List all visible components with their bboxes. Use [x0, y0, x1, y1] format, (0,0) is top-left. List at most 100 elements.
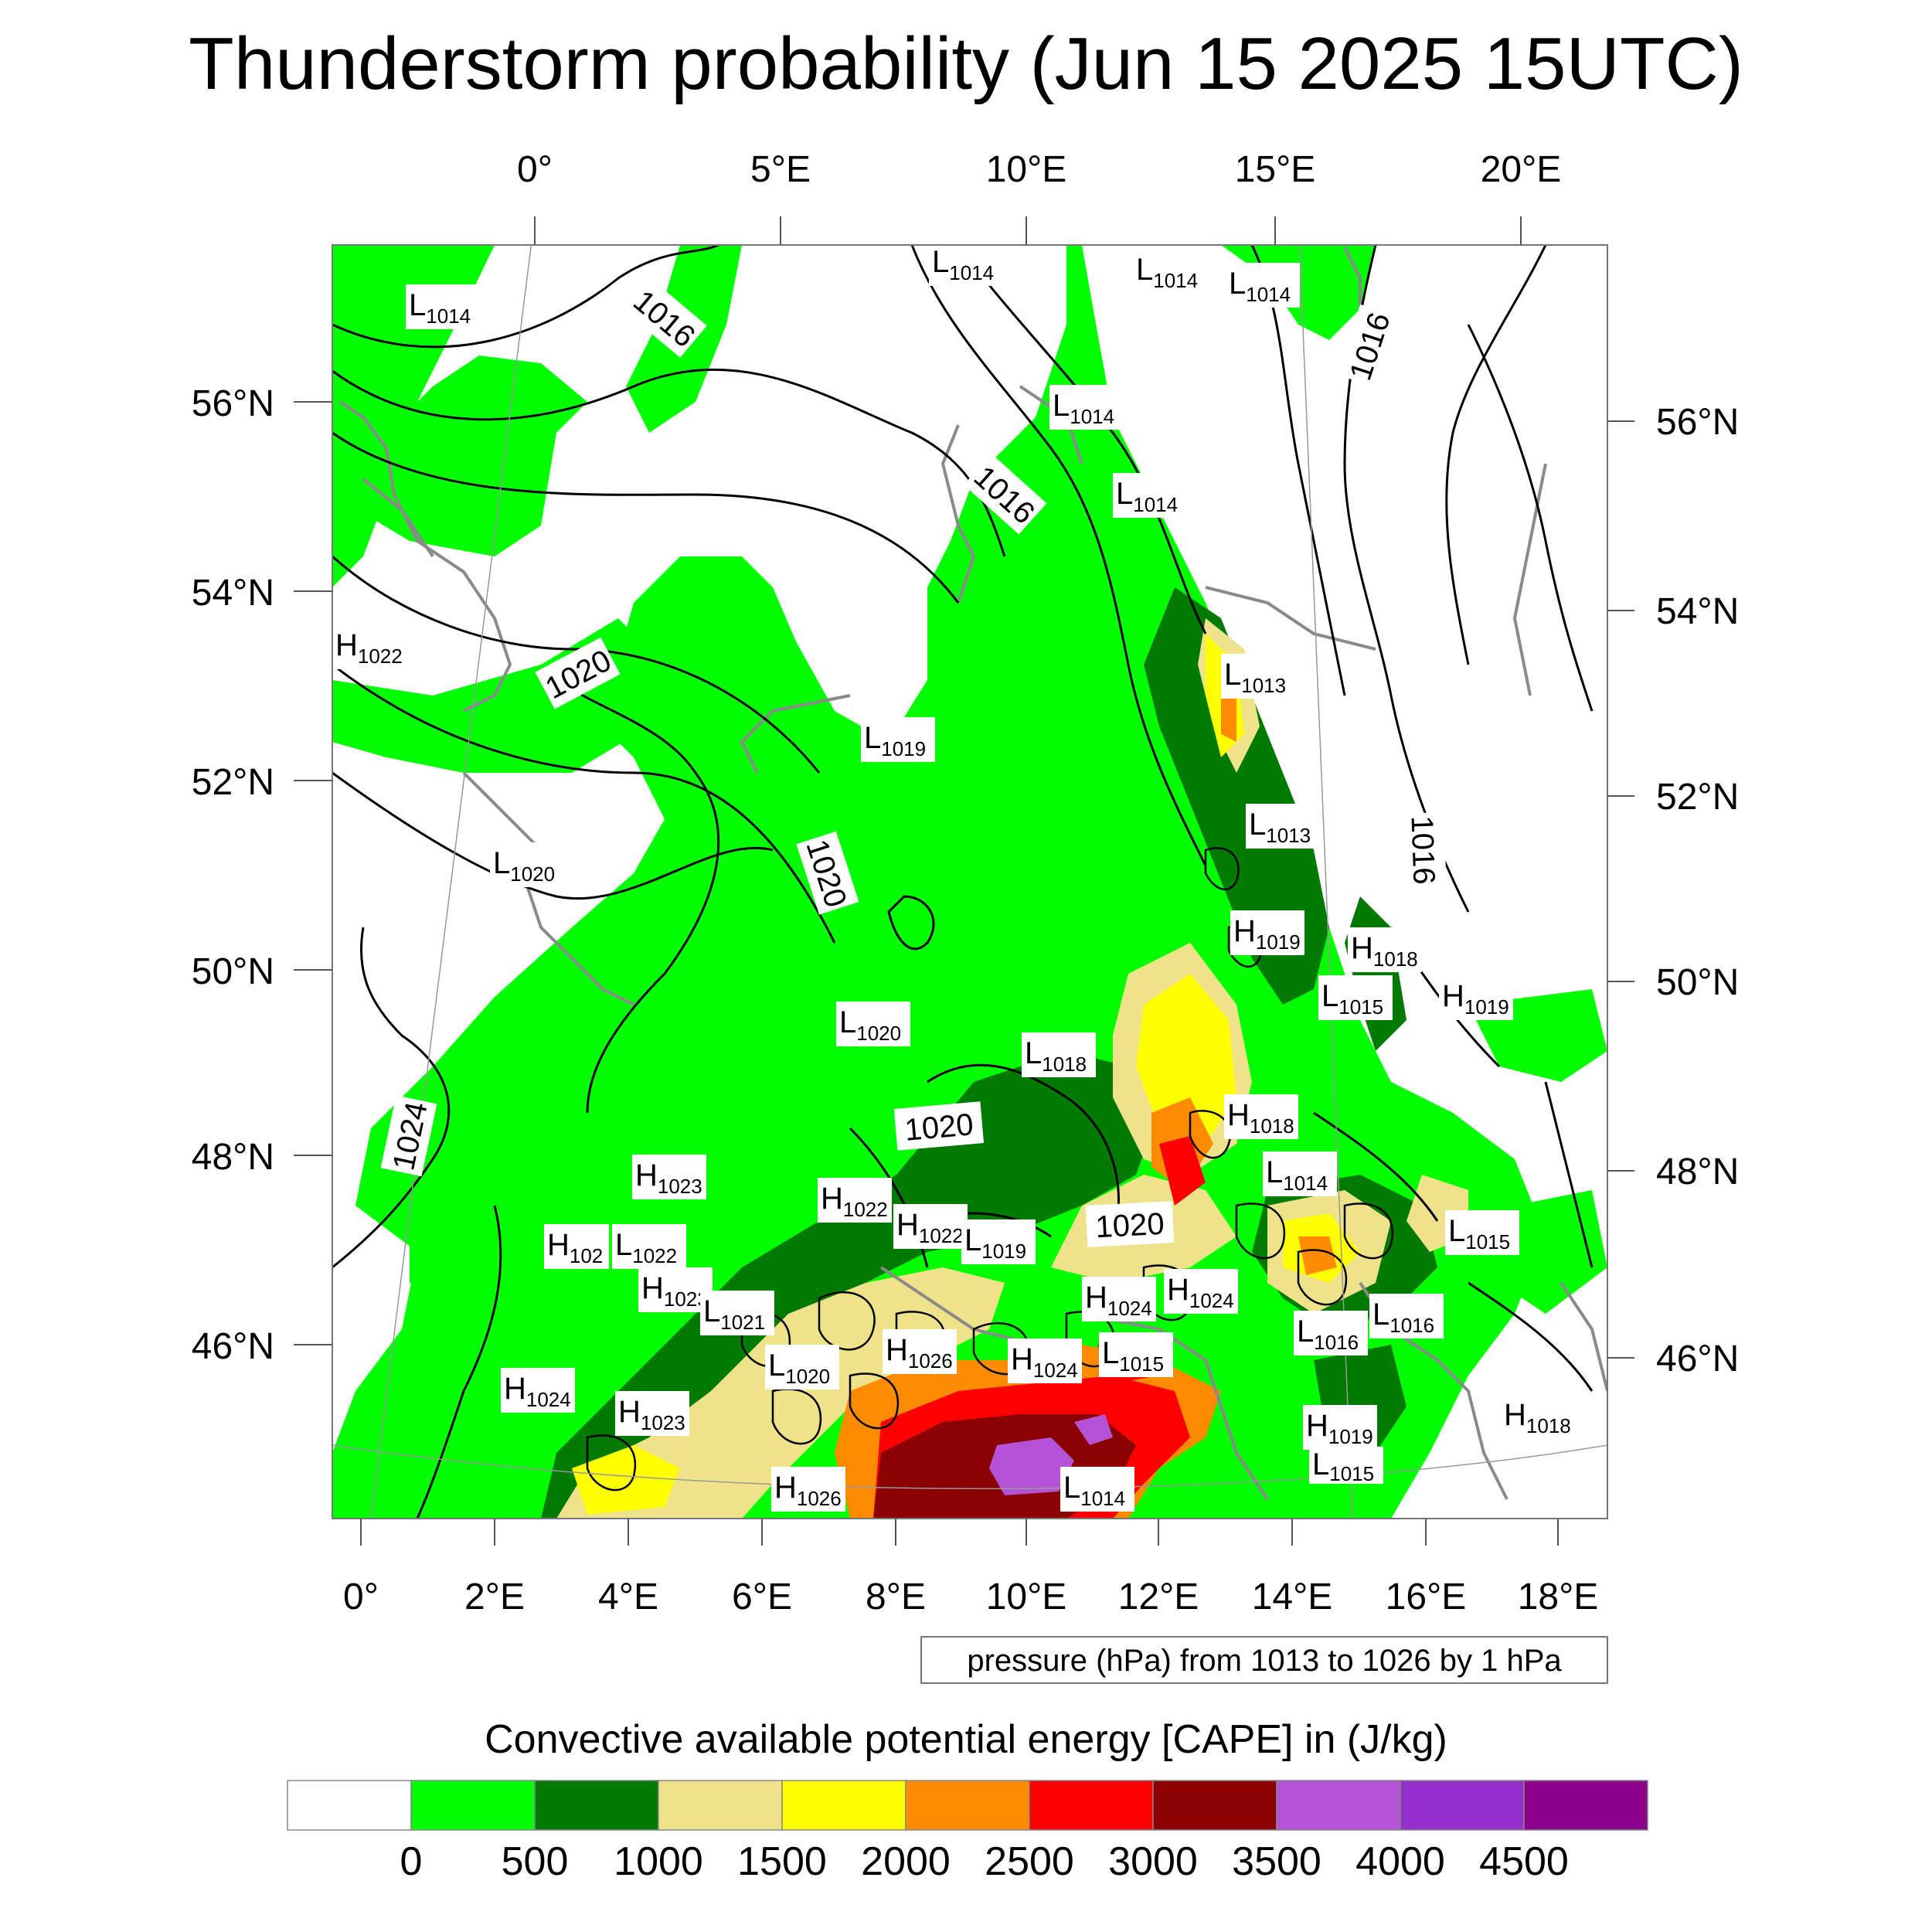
right-axis-label: 48°N — [1656, 1151, 1739, 1192]
pressure-center: H102 — [544, 1224, 609, 1269]
pressure-center: H1018 — [1501, 1394, 1575, 1439]
svg-text:L1014: L1014 — [1136, 253, 1198, 292]
svg-text:L1022: L1022 — [615, 1228, 677, 1267]
pressure-center: L1022 — [612, 1224, 686, 1269]
left-axis-label: 56°N — [192, 383, 274, 424]
svg-text:H1022: H1022 — [896, 1208, 964, 1247]
pressure-center: H1018 — [1224, 1094, 1298, 1139]
svg-text:H1023: H1023 — [618, 1395, 685, 1434]
top-axis-label: 20°E — [1481, 149, 1562, 190]
colorbar-swatch — [1029, 1780, 1154, 1831]
bottom-axis-label: 8°E — [866, 1577, 926, 1617]
pressure-center: L1015 — [1099, 1332, 1173, 1377]
svg-text:L1016: L1016 — [1297, 1315, 1359, 1354]
pressure-center: H1023 — [632, 1155, 706, 1199]
svg-text:H1018: H1018 — [1504, 1398, 1571, 1437]
pressure-center: L1014 — [1133, 249, 1207, 294]
svg-text:L1015: L1015 — [1312, 1447, 1374, 1485]
svg-text:L1014: L1014 — [1053, 389, 1114, 428]
svg-text:L1014: L1014 — [1116, 477, 1178, 516]
bottom-axis-label: 6°E — [732, 1577, 792, 1617]
contour-info: pressure (hPa) from 1013 to 1026 by 1 hP… — [967, 1644, 1562, 1678]
right-axis-label: 56°N — [1656, 402, 1739, 443]
svg-text:H1019: H1019 — [1442, 979, 1509, 1019]
svg-text:H1023: H1023 — [635, 1158, 702, 1198]
bottom-axis-label: 18°E — [1518, 1577, 1599, 1617]
pressure-center: H1024 — [1082, 1277, 1156, 1321]
pressure-center: L1015 — [1445, 1210, 1519, 1255]
colorbar-title: Convective available potential energy [C… — [485, 1717, 1447, 1762]
colorbar-swatch — [1523, 1780, 1648, 1831]
colorbar-tick-label: 2000 — [861, 1839, 951, 1884]
bottom-axis-label: 14°E — [1252, 1577, 1333, 1617]
map-panel: 1016 1016 1016 1016 1020 1020 1020 1020 … — [332, 245, 1607, 1519]
svg-text:H1024: H1024 — [1167, 1273, 1234, 1312]
svg-text:L1014: L1014 — [409, 288, 471, 328]
pressure-center: H1022 — [893, 1204, 968, 1249]
bottom-axis-label: 4°E — [598, 1577, 658, 1617]
svg-text:L1019: L1019 — [964, 1223, 1026, 1263]
colorbar-swatch — [658, 1780, 783, 1831]
pressure-center: L1016 — [1294, 1311, 1368, 1355]
pressure-center: L1013 — [1246, 804, 1320, 849]
pressure-centers: L1014 L1014 L1014 L1014 L1014 L1014 H102… — [332, 245, 1575, 1512]
svg-text:H1019: H1019 — [1233, 914, 1301, 954]
isobar-label: 1020 — [903, 1107, 975, 1148]
top-axis-label: 5°E — [750, 149, 811, 190]
left-axis-label: 52°N — [192, 762, 274, 803]
svg-text:L1015: L1015 — [1448, 1214, 1510, 1253]
pressure-center: L1013 — [1221, 654, 1295, 699]
colorbar — [287, 1780, 1648, 1831]
colorbar-tick-label: 3000 — [1108, 1839, 1198, 1884]
left-axis-label: 48°N — [192, 1137, 274, 1178]
pressure-center: L1020 — [765, 1345, 839, 1389]
left-axis-label: 54°N — [192, 573, 274, 614]
pressure-center: H1019 — [1230, 910, 1304, 955]
pressure-center: H1022 — [818, 1178, 892, 1223]
pressure-center: H1022 — [332, 624, 406, 669]
pressure-center: H1023 — [615, 1391, 689, 1436]
left-axis: 56°N 54°N 52°N 50°N 48°N 46°N — [192, 383, 332, 1367]
left-axis-label: 46°N — [192, 1326, 274, 1367]
svg-text:H1026: H1026 — [886, 1333, 953, 1372]
svg-text:H1024: H1024 — [1085, 1281, 1152, 1320]
bottom-axis-label: 16°E — [1386, 1577, 1467, 1617]
pressure-center: L1020 — [836, 1002, 910, 1046]
right-axis-label: 46°N — [1656, 1338, 1739, 1379]
svg-text:L1015: L1015 — [1321, 979, 1383, 1019]
svg-text:L1018: L1018 — [1025, 1036, 1087, 1076]
svg-text:H1022: H1022 — [335, 628, 403, 668]
bottom-axis-label: 10°E — [986, 1577, 1067, 1617]
pressure-center: L1014 — [1049, 385, 1124, 430]
pressure-center: L1020 — [490, 842, 564, 887]
svg-text:L1016: L1016 — [1372, 1298, 1434, 1337]
colorbar-tick-label: 500 — [502, 1839, 569, 1884]
svg-text:H1018: H1018 — [1227, 1098, 1294, 1138]
pressure-center: L1016 — [1369, 1294, 1444, 1338]
bottom-axis: 0° 2°E 4°E 6°E 8°E 10°E 12°E 14°E 16°E 1… — [343, 1519, 1598, 1617]
colorbar-swatch — [905, 1780, 1030, 1831]
colorbar-swatch — [1152, 1780, 1277, 1831]
colorbar-tick-label: 1500 — [737, 1839, 827, 1884]
isobars — [332, 245, 1594, 1519]
svg-text:H1023: H1023 — [641, 1271, 709, 1311]
pressure-center: L1014 — [1113, 473, 1187, 518]
svg-text:H1026: H1026 — [774, 1471, 842, 1510]
left-axis-label: 50°N — [192, 951, 274, 992]
graticule — [332, 245, 1607, 1519]
svg-text:L1013: L1013 — [1224, 658, 1286, 697]
cape-violet-fill — [989, 1414, 1113, 1495]
colorbar-swatch — [781, 1780, 906, 1831]
svg-text:L1013: L1013 — [1249, 808, 1311, 847]
svg-text:H1019: H1019 — [1306, 1409, 1373, 1448]
top-axis: 0° 5°E 10°E 15°E 20°E — [517, 149, 1561, 245]
colorbar-tick-label: 4500 — [1479, 1839, 1569, 1884]
colorbar-swatch — [1276, 1780, 1401, 1831]
pressure-center: L1019 — [961, 1219, 1036, 1264]
svg-text:L1021: L1021 — [703, 1294, 765, 1334]
pressure-center: H1024 — [1164, 1269, 1238, 1314]
colorbar-tick-label: 4000 — [1355, 1839, 1445, 1884]
colorbar-ticks: 0 500 1000 1500 2000 2500 3000 3500 4000… — [400, 1839, 1569, 1884]
pressure-center: L1015 — [1309, 1447, 1383, 1485]
